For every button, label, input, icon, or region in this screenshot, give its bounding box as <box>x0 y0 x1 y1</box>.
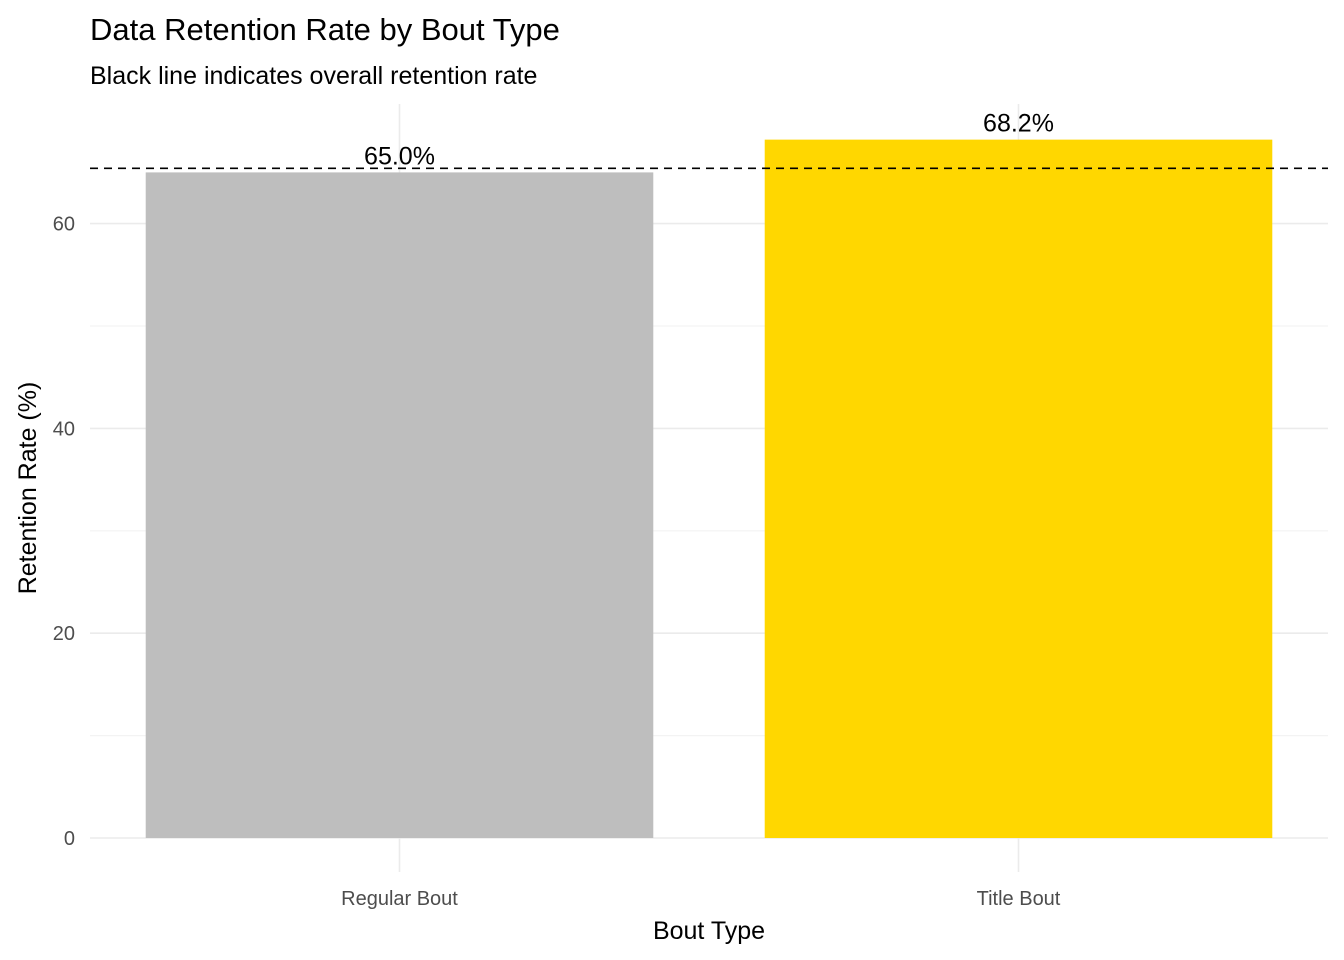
x-axis-title: Bout Type <box>653 917 765 945</box>
x-tick-label: Regular Bout <box>341 888 458 910</box>
bar-value-label: 65.0% <box>364 142 435 170</box>
bar-layer <box>145 139 1273 838</box>
x-tick-label: Title Bout <box>977 888 1061 910</box>
y-tick-label: 60 <box>53 214 75 236</box>
chart-title: Data Retention Rate by Bout Type <box>90 12 560 47</box>
label-layer: 0 20 40 60 Regular Bout Title Bout 65.0% 68.2% <box>53 110 1061 910</box>
y-tick-label: 40 <box>53 418 75 440</box>
bar <box>145 172 654 838</box>
bar <box>764 139 1273 838</box>
y-tick-label: 20 <box>53 623 75 645</box>
chart-subtitle: Black line indicates overall retention r… <box>90 62 537 90</box>
bar-value-label: 68.2% <box>983 110 1054 138</box>
y-tick-label: 0 <box>64 828 75 850</box>
y-axis-title: Retention Rate (%) <box>14 382 42 595</box>
